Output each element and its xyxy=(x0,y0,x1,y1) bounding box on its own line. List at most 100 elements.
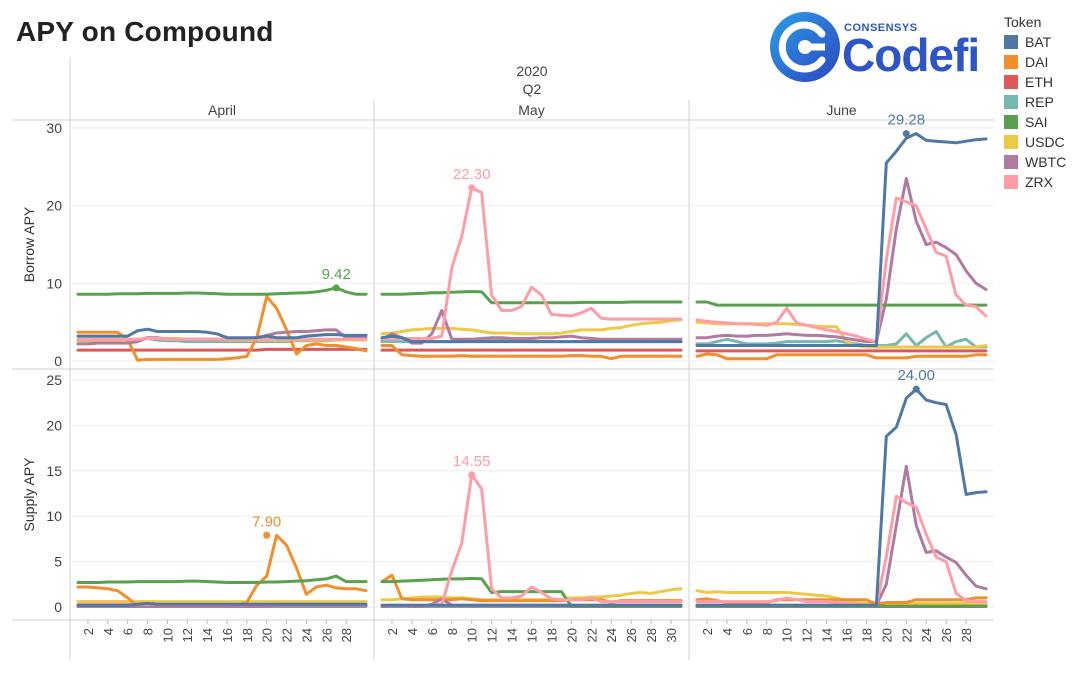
series-line-borrow-may-usdc xyxy=(380,318,683,336)
annotation-label-bat: 24.00 xyxy=(897,367,935,384)
logo-brand-small: CONSENSYS xyxy=(844,22,918,34)
series-line-borrow-may-dai xyxy=(380,344,683,361)
series-line-borrow-may-wbtc xyxy=(380,309,683,345)
series-line-borrow-may-zrx xyxy=(380,186,683,340)
annotation-label-zrx: 22.30 xyxy=(453,166,491,183)
annotation-point-zrx xyxy=(468,471,476,479)
series-line-borrow-june-rep xyxy=(695,330,988,349)
legend-swatch xyxy=(1004,155,1018,169)
panel-header-june: June xyxy=(826,102,857,118)
x-tick-label: 24 xyxy=(604,628,619,642)
series-line-borrow-june-zrx xyxy=(695,196,988,344)
x-tick-label: 28 xyxy=(339,628,354,642)
row-label-supply: Supply APY xyxy=(21,457,37,532)
x-tick-label: 20 xyxy=(260,628,275,642)
x-tick-label: 28 xyxy=(644,628,659,642)
annotation-point-sai xyxy=(332,284,340,292)
series-line-borrow-june-bat xyxy=(695,132,988,347)
logo-brand-big: Codefi xyxy=(842,29,980,81)
x-tick-label: 16 xyxy=(220,628,235,642)
x-tick-label: 20 xyxy=(564,628,579,642)
x-tick-label: 10 xyxy=(465,628,480,642)
x-tick-label: 8 xyxy=(445,628,460,635)
series-line-borrow-may-sai xyxy=(380,290,683,305)
y-tick-label: 30 xyxy=(46,120,62,136)
annotation-point-dai xyxy=(263,531,271,539)
annotation-point-bat xyxy=(912,385,920,393)
legend-item-eth: ETH xyxy=(1004,72,1066,92)
series-line-supply-june-bat xyxy=(695,387,988,607)
legend-swatch xyxy=(1004,95,1018,109)
legend: Token BAT DAI ETH REP SAI USDC WBTC ZRX xyxy=(1004,14,1066,192)
legend-item-zrx: ZRX xyxy=(1004,172,1066,192)
page-title: APY on Compound xyxy=(16,16,274,47)
x-tick-label: 8 xyxy=(141,628,156,635)
series-line-supply-april-bat xyxy=(76,601,368,607)
x-tick-label: 18 xyxy=(544,628,559,642)
x-tick-label: 18 xyxy=(240,628,255,642)
x-tick-label: 2 xyxy=(700,628,715,635)
codefi-logo: CONSENSYS Codefi xyxy=(768,10,988,84)
x-tick-label: 22 xyxy=(899,628,914,642)
series-line-supply-june-wbtc xyxy=(695,464,988,607)
x-tick-label: 30 xyxy=(664,628,679,642)
x-tick-label: 4 xyxy=(720,628,735,635)
panel-header-may: May xyxy=(518,102,544,118)
x-tick-label: 12 xyxy=(800,628,815,642)
legend-label: BAT xyxy=(1025,34,1052,50)
x-tick-label: 26 xyxy=(624,628,639,642)
x-tick-label: 4 xyxy=(405,628,420,635)
x-tick-label: 16 xyxy=(839,628,854,642)
x-tick-label: 12 xyxy=(485,628,500,642)
series-line-supply-april-sai xyxy=(76,574,368,584)
annotation-point-bat xyxy=(902,130,910,138)
legend-item-rep: REP xyxy=(1004,92,1066,112)
series-line-borrow-june-dai xyxy=(695,352,988,361)
header-quarter: Q2 xyxy=(523,81,542,97)
x-tick-label: 14 xyxy=(200,628,215,642)
legend-swatch xyxy=(1004,135,1018,149)
annotation-point-zrx xyxy=(468,184,476,192)
legend-label: ZRX xyxy=(1025,174,1053,190)
y-tick-label: 10 xyxy=(46,275,62,291)
legend-label: ETH xyxy=(1025,74,1053,90)
y-tick-label: 25 xyxy=(46,372,62,388)
series-line-borrow-april-eth xyxy=(76,347,368,352)
x-tick-label: 22 xyxy=(280,628,295,642)
x-tick-label: 10 xyxy=(780,628,795,642)
y-tick-label: 20 xyxy=(46,417,62,433)
x-tick-label: 2 xyxy=(385,628,400,635)
annotation-label-zrx: 14.55 xyxy=(453,453,491,470)
y-tick-label: 5 xyxy=(54,554,62,570)
annotation-label-sai: 9.42 xyxy=(322,266,351,283)
legend-swatch xyxy=(1004,175,1018,189)
codefi-logo-mark-icon xyxy=(770,12,840,82)
x-tick-label: 4 xyxy=(101,628,116,635)
y-tick-label: 0 xyxy=(54,353,62,369)
series-line-supply-april-dai xyxy=(76,533,368,608)
legend-swatch xyxy=(1004,35,1018,49)
row-label-borrow: Borrow APY xyxy=(21,206,37,282)
x-tick-label: 28 xyxy=(959,628,974,642)
header-year: 2020 xyxy=(516,63,547,79)
series-line-borrow-june-wbtc xyxy=(695,177,988,344)
y-tick-label: 0 xyxy=(54,599,62,615)
x-tick-label: 24 xyxy=(299,628,314,642)
x-tick-label: 2 xyxy=(81,628,96,635)
legend-item-sai: SAI xyxy=(1004,112,1066,132)
x-tick-label: 24 xyxy=(919,628,934,642)
x-tick-label: 26 xyxy=(319,628,334,642)
legend-item-bat: BAT xyxy=(1004,32,1066,52)
x-tick-label: 26 xyxy=(939,628,954,642)
series-line-borrow-june-sai xyxy=(695,300,988,307)
legend-item-wbtc: WBTC xyxy=(1004,152,1066,172)
series-line-borrow-april-zrx xyxy=(76,337,368,341)
series-line-supply-may-zrx xyxy=(380,473,683,607)
x-tick-label: 20 xyxy=(879,628,894,642)
x-tick-label: 14 xyxy=(820,628,835,642)
x-tick-label: 14 xyxy=(505,628,520,642)
annotation-label-dai: 7.90 xyxy=(252,513,281,530)
x-tick-label: 6 xyxy=(121,628,136,635)
y-tick-label: 20 xyxy=(46,198,62,214)
